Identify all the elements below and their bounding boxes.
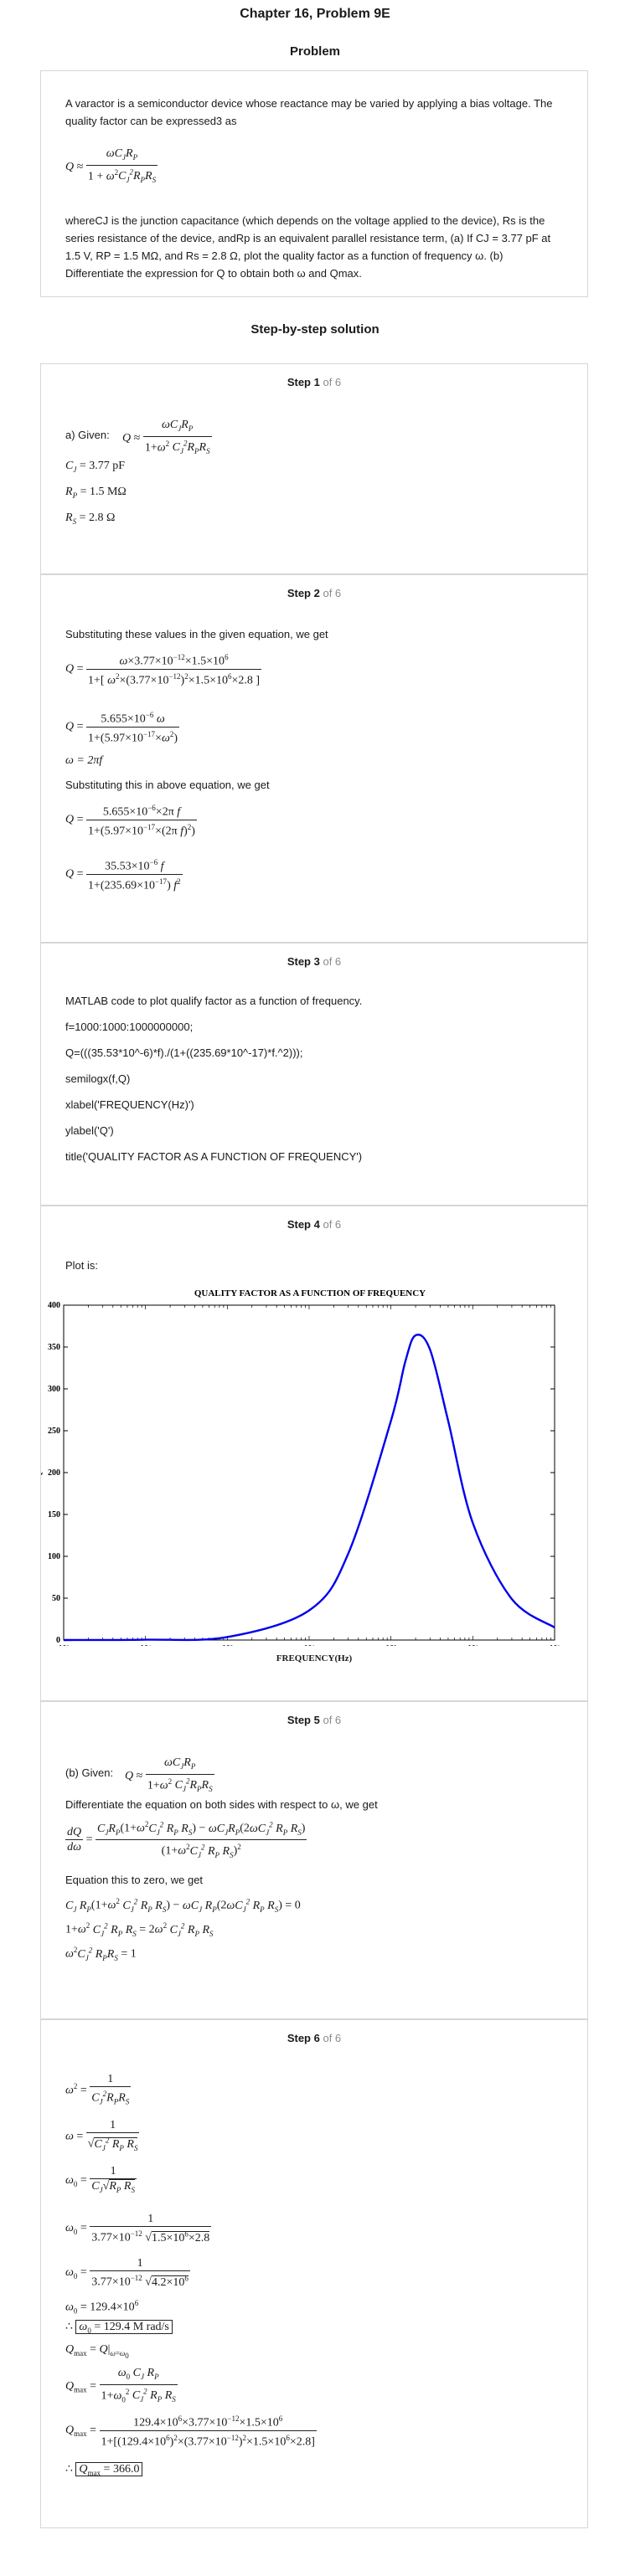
problem-intro: A varactor is a semiconductor device who… xyxy=(65,97,553,127)
code-line: semilogx(f,Q) xyxy=(65,1072,131,1085)
y-tick-label: 0 xyxy=(56,1636,60,1645)
problem-formula: Q ≈ ωCJRP 1 + ω2CJ2RPRS xyxy=(65,147,158,188)
code-line: MATLAB code to plot qualify factor as a … xyxy=(65,995,363,1007)
y-tick-label: 150 xyxy=(48,1510,60,1519)
rp-value: RP = 1.5 MΩ xyxy=(65,486,127,500)
problem-heading: Problem xyxy=(289,44,340,59)
s6-eq-9: Qmax = 129.4×106×3.77×10−12×1.5×106 1+[(1… xyxy=(65,2414,317,2449)
given-label: a) Given: xyxy=(65,429,110,441)
y-axis: 0 50 100 150 200 250 300 350 400 xyxy=(48,1301,555,1645)
s6-eq-3: ω0 = 1 CJ√RP RS xyxy=(65,2164,137,2198)
omega-relation: ω = 2πf xyxy=(65,754,103,767)
plot-area xyxy=(63,1304,555,1641)
eq-sub-3: Q = 5.655×10−6×2π f 1+(5.97×10−17×(2π f)2… xyxy=(65,804,197,838)
given-formula: Q ≈ ωCJRP 1+ω2 CJ2RPRS xyxy=(122,418,212,459)
y-tick-label: 100 xyxy=(48,1552,60,1561)
rs-value: RS = 2.8 Ω xyxy=(65,512,116,526)
chart-title: QUALITY FACTOR AS A FUNCTION OF FREQUENC… xyxy=(194,1288,426,1298)
zero-eq-2: 1+ω2 CJ2 RP RS = 2ω2 CJ2 RP RS xyxy=(65,1921,214,1938)
s6-eq-4: ω0 = 1 3.77×10−12 √1.5×106×2.8 xyxy=(65,2213,212,2244)
y-tick-label: 250 xyxy=(48,1427,60,1436)
y-tick-label: 200 xyxy=(48,1468,60,1478)
y-tick-label: 300 xyxy=(48,1385,60,1394)
zero-eq-1: CJ RP(1+ω2 CJ2 RP RS) − ωCJ RP(2ωCJ2 RP … xyxy=(65,1897,301,1914)
substitution-text: Substituting these values in the given e… xyxy=(65,628,328,640)
s6-eq-7: Qmax = Q|ω=ω0 xyxy=(65,2343,129,2360)
step-card-3: Step 3 of 6 MATLAB code to plot qualify … xyxy=(40,943,588,1206)
eq-sub-2: Q = 5.655×10−6 ω 1+(5.97×10−17×ω2) xyxy=(65,711,180,745)
s6-result-omega: ∴ ω0 = 129.4 M rad/s xyxy=(65,2320,173,2335)
y-tick-label: 400 xyxy=(48,1301,60,1310)
solution-heading: Step-by-step solution xyxy=(250,322,380,337)
zero-eq-3: ω2CJ2 RPRS = 1 xyxy=(65,1946,137,1962)
quality-factor-chart: QUALITY FACTOR AS A FUNCTION OF FREQUENC… xyxy=(41,1288,560,1646)
code-line: ylabel('Q') xyxy=(65,1124,114,1137)
s6-eq-5: ω0 = 1 3.77×10−12 √4.2×106 xyxy=(65,2257,190,2289)
y-tick-label: 350 xyxy=(48,1343,60,1352)
problem-card: A varactor is a semiconductor device who… xyxy=(40,70,588,297)
x-tick-label: 10⁵ xyxy=(222,1644,233,1646)
step-card-5: Step 5 of 6 (b) Given: Q ≈ ωCJRP 1+ω2 CJ2… xyxy=(40,1701,588,2019)
x-tick-label: 10⁷ xyxy=(385,1644,396,1646)
s6-eq-8: Qmax = ω0 CJ RP 1+ω02 CJ2 RP RS xyxy=(65,2366,178,2407)
step-card-6: Step 6 of 6 ω2 = 1 CJ2RPRS ω = 1 √CJ2 RP R… xyxy=(40,2019,588,2528)
x-tick-label: 10⁴ xyxy=(140,1644,151,1646)
derivative-formula: dQ dω = CJRP(1+ω2CJ2 RP RS) − ωCJRP(2ωCJ2… xyxy=(65,1818,307,1863)
given-formula: Q ≈ ωCJRP 1+ω2 CJ2RPRS xyxy=(125,1756,214,1797)
step-card-4: Step 4 of 6 Plot is: QUALITY FACTOR AS A… xyxy=(40,1206,588,1701)
step-title: Step 1 of 6 xyxy=(287,376,342,388)
code-line: xlabel('FREQUENCY(Hz)') xyxy=(65,1098,194,1111)
zero-text: Equation this to zero, we get xyxy=(65,1874,204,1886)
step-title: Step 3 of 6 xyxy=(287,955,342,968)
differentiate-text: Differentiate the equation on both sides… xyxy=(65,1798,378,1811)
x-axis: 10³ 10⁴ 10⁵ 10⁶ 10⁷ 10⁸ 10⁹ xyxy=(59,1305,560,1646)
step-title: Step 6 of 6 xyxy=(287,2032,342,2044)
s6-result-qmax: ∴ Qmax = 366.0 xyxy=(65,2462,143,2477)
code-line: title('QUALITY FACTOR AS A FUNCTION OF F… xyxy=(65,1150,363,1163)
x-axis-label: FREQUENCY(Hz) xyxy=(276,1653,353,1663)
y-tick-label: 50 xyxy=(52,1594,60,1603)
series-line xyxy=(63,1334,555,1642)
eq-sub-4: Q = 35.53×10−6 f 1+(235.69×10−17) f2 xyxy=(65,858,183,892)
step-title: Step 4 of 6 xyxy=(287,1218,342,1231)
substitution-text-2: Substituting this in above equation, we … xyxy=(65,779,270,791)
plot-label: Plot is: xyxy=(65,1259,99,1272)
cj-value: CJ = 3.77 pF xyxy=(65,460,126,474)
y-axis-label: Q xyxy=(41,1472,44,1478)
page-title: Chapter 16, Problem 9E xyxy=(240,7,390,21)
problem-body: whereCJ is the junction capacitance (whi… xyxy=(65,214,551,280)
eq-sub-1: Q = ω×3.77×10−12×1.5×106 1+[ ω2×(3.77×10−… xyxy=(65,653,262,687)
step-card-2: Step 2 of 6 Substituting these values in… xyxy=(40,574,588,943)
code-line: Q=(((35.53*10^-6)*f)./(1+((235.69*10^-17… xyxy=(65,1046,303,1059)
x-tick-label: 10⁹ xyxy=(550,1644,560,1646)
s6-eq-6: ω0 = 129.4×106 xyxy=(65,2299,139,2316)
s6-eq-2: ω = 1 √CJ2 RP RS xyxy=(65,2118,140,2155)
s6-eq-1: ω2 = 1 CJ2RPRS xyxy=(65,2072,132,2109)
x-tick-label: 10⁸ xyxy=(467,1644,478,1646)
x-tick-label: 10³ xyxy=(59,1644,70,1646)
x-tick-label: 10⁶ xyxy=(304,1644,315,1646)
step-title: Step 5 of 6 xyxy=(287,1714,342,1726)
step-card-1: Step 1 of 6 a) Given: Q ≈ ωCJRP 1+ω2 CJ2R… xyxy=(40,363,588,574)
code-line: f=1000:1000:1000000000; xyxy=(65,1021,194,1033)
step-title: Step 2 of 6 xyxy=(287,587,342,599)
given-label: (b) Given: xyxy=(65,1766,114,1779)
